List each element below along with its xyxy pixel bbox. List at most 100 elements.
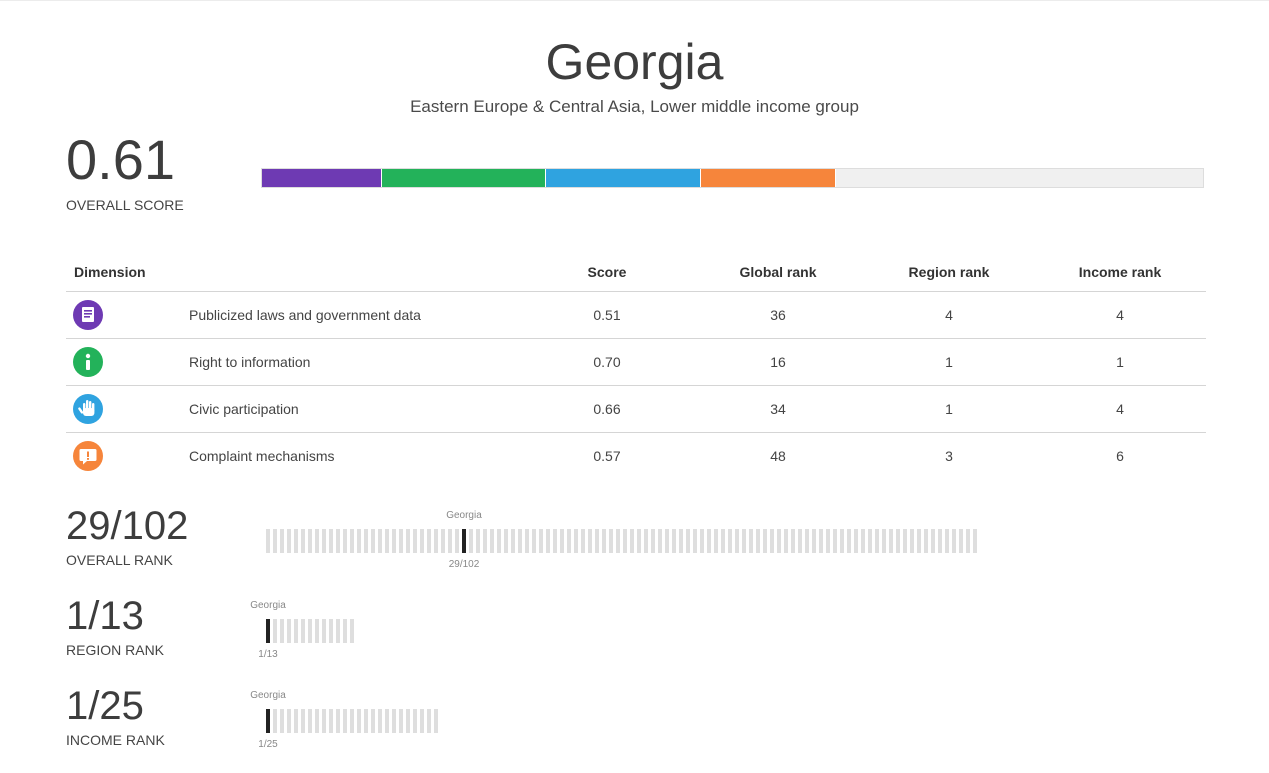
rank-tick [308,619,312,643]
rank-tick [399,529,403,553]
rank-marker-label: Georgia [250,600,286,611]
dimension-income-rank: 4 [1034,291,1206,339]
rank-tick [420,709,424,733]
header-region-rank: Region rank [864,253,1034,292]
rank-tick [343,529,347,553]
header-dimension: Dimension [66,253,522,292]
rank-tick [301,529,305,553]
rank-tick [644,529,648,553]
income-rank-value: 1/25 [66,684,144,728]
rank-tick [735,529,739,553]
dimension-score: 0.51 [522,291,692,339]
rank-tick [917,529,921,553]
rank-tick [819,529,823,553]
dimension-income-rank: 6 [1116,448,1124,464]
rank-tick [812,529,816,553]
rank-tick [329,529,333,553]
score-bar-segment [262,169,382,187]
rank-tick [903,529,907,553]
rank-tick [504,529,508,553]
header-score: Score [522,253,692,292]
rank-tick [378,529,382,553]
rank-tick [350,529,354,553]
rank-tick [315,619,319,643]
rank-tick [546,529,550,553]
rank-tick [294,709,298,733]
rank-tick [280,709,284,733]
rank-tick [616,529,620,553]
rank-tick [700,529,704,553]
overall-rank-value: 29/102 [66,504,189,548]
rank-tick [434,529,438,553]
rank-tick [686,529,690,553]
rank-tick [378,709,382,733]
score-bar-segment [546,169,702,187]
rank-tick [315,529,319,553]
rank-tick [609,529,613,553]
rank-tick [882,529,886,553]
score-bar-segment [381,169,547,187]
rank-tick [322,619,326,643]
rank-tick [266,529,270,553]
rank-tick [693,529,697,553]
dimension-region-rank: 1 [864,338,1034,386]
rank-tick [329,709,333,733]
rank-tick [308,709,312,733]
rank-tick [763,529,767,553]
rank-tick [707,529,711,553]
rank-tick [847,529,851,553]
rank-tick [595,529,599,553]
rank-tick [511,529,515,553]
dimension-region-rank: 1 [864,385,1034,433]
page-title: Georgia [545,34,724,90]
score-bar-segment [701,169,836,187]
rank-tick [924,529,928,553]
hand-icon [73,394,103,424]
rank-tick [539,529,543,553]
rank-tick [350,709,354,733]
rank-tick [273,529,277,553]
rank-tick [756,529,760,553]
complaint-icon [73,441,103,471]
overall-score-caption: OVERALL SCORE [66,197,184,213]
dimension-global-rank: 36 [692,291,864,339]
rank-tick [441,529,445,553]
rank-tick [721,529,725,553]
rank-tick [679,529,683,553]
rank-tick [455,529,459,553]
dimension-income-rank: 4 [1034,385,1206,433]
rank-tick [420,529,424,553]
rank-tick [581,529,585,553]
rank-tick [826,529,830,553]
table-header-row: Dimension Score Global rank Region rank … [66,253,1206,292]
rank-tick [427,709,431,733]
rank-tick [371,709,375,733]
rank-tick [336,709,340,733]
table-row: Publicized laws and government data 0.51… [66,291,1206,339]
rank-tick [833,529,837,553]
rank-tick [791,529,795,553]
rank-tick [658,529,662,553]
rank-tick [448,529,452,553]
rank-tick [434,709,438,733]
rank-tick [301,619,305,643]
rank-tick [280,529,284,553]
dimension-income-rank: 1 [1034,338,1206,386]
rank-tick [371,529,375,553]
rank-tick [427,529,431,553]
overall-score-bar [261,168,1204,188]
rank-tick-highlight [266,709,270,733]
rank-tick [364,709,368,733]
dimension-table: Dimension Score Global rank Region rank … [66,253,1206,479]
rank-tick [301,709,305,733]
rank-tick [861,529,865,553]
rank-ticks [266,529,977,553]
rank-tick [714,529,718,553]
rank-tick [945,529,949,553]
rank-tick [385,709,389,733]
rank-tick [574,529,578,553]
dimension-score: 0.70 [522,338,692,386]
rank-tick [364,529,368,553]
rank-tick [483,529,487,553]
rank-position-label: 1/25 [258,739,278,750]
